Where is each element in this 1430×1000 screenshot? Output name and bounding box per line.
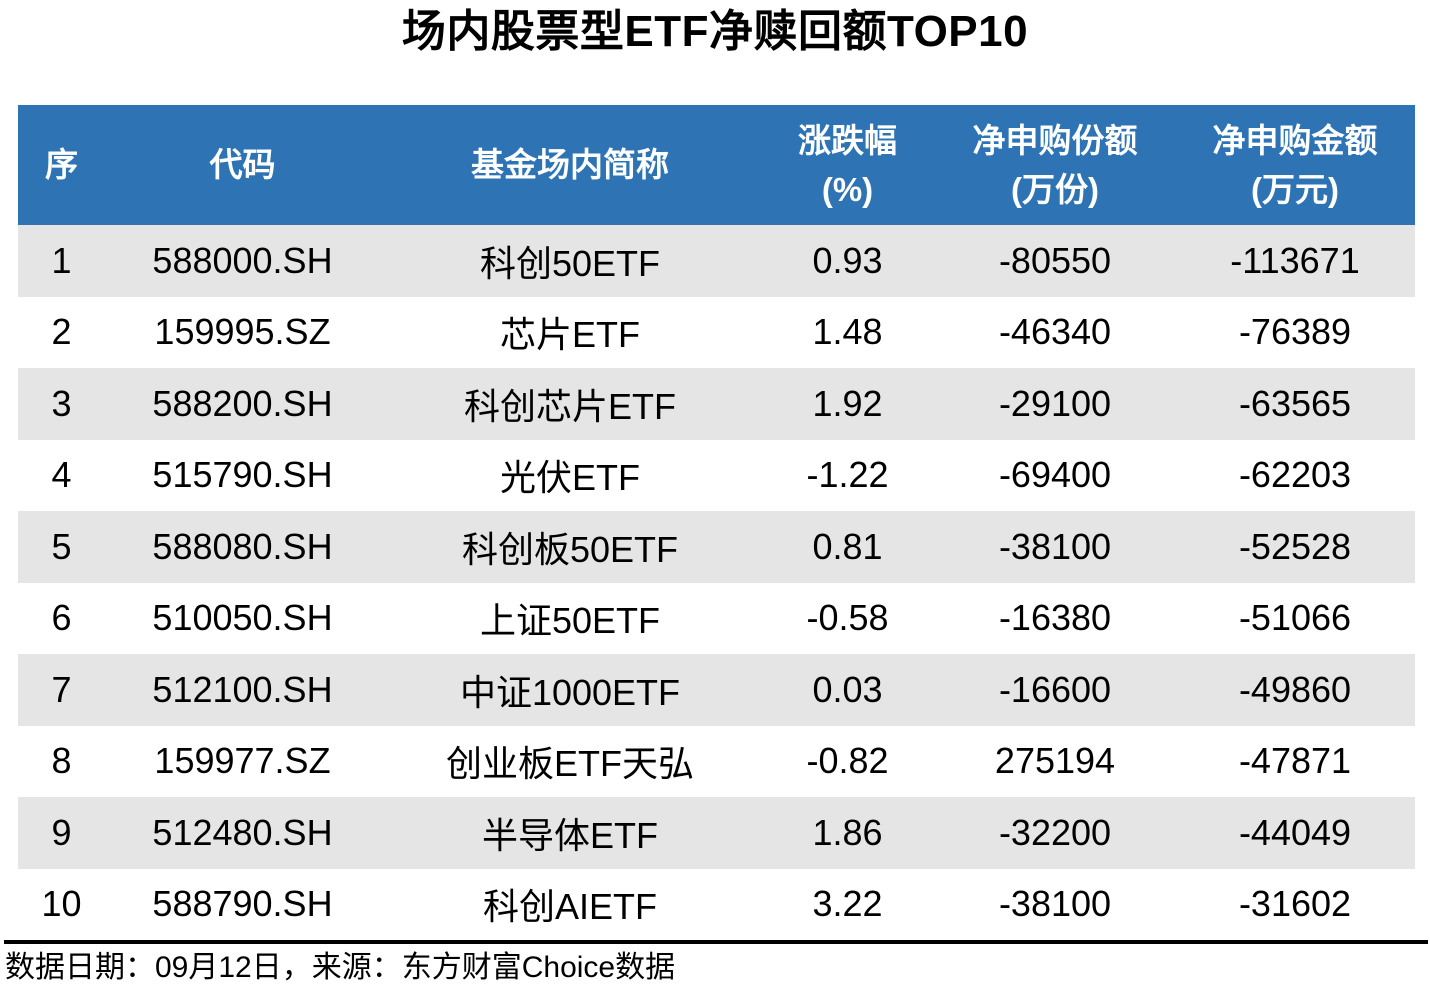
cell-rank: 1 xyxy=(18,225,105,297)
cell-net-subscription-shares: -69400 xyxy=(935,439,1175,511)
cell-rank: 10 xyxy=(18,868,105,940)
table-body: 1 588000.SH 科创50ETF 0.93 -80550 -113671 2 15999… xyxy=(18,225,1415,940)
cell-name: 光伏ETF xyxy=(380,439,760,511)
cell-name: 芯片ETF xyxy=(380,296,760,368)
cell-code: 510050.SH xyxy=(105,582,380,654)
cell-rank: 9 xyxy=(18,797,105,869)
cell-change-pct: 3.22 xyxy=(760,868,935,940)
header-cell-code: 代码 xyxy=(105,105,380,225)
table-row: 3 588200.SH 科创芯片ETF 1.92 -29100 -63565 xyxy=(18,368,1415,440)
cell-rank: 6 xyxy=(18,582,105,654)
cell-change-pct: -1.22 xyxy=(760,439,935,511)
cell-rank: 7 xyxy=(18,654,105,726)
header-cell-change-pct: 涨跌幅 (%) xyxy=(760,105,935,225)
cell-net-subscription-amount: -62203 xyxy=(1175,439,1415,511)
cell-name: 科创芯片ETF xyxy=(380,368,760,440)
cell-code: 588790.SH xyxy=(105,868,380,940)
cell-rank: 4 xyxy=(18,439,105,511)
cell-net-subscription-amount: -47871 xyxy=(1175,725,1415,797)
cell-code: 512480.SH xyxy=(105,797,380,869)
etf-net-redemption-table: 序 代码 基金场内简称 涨跌幅 (%) 净申购份额 (万份) 净申购金额 (万 xyxy=(18,105,1415,940)
cell-change-pct: 0.81 xyxy=(760,511,935,583)
cell-change-pct: 0.93 xyxy=(760,225,935,297)
page-title: 场内股票型ETF净赎回额TOP10 xyxy=(401,7,1029,56)
cell-net-subscription-shares: -32200 xyxy=(935,797,1175,869)
cell-net-subscription-shares: -16380 xyxy=(935,582,1175,654)
cell-net-subscription-shares: -38100 xyxy=(935,511,1175,583)
cell-change-pct: -0.58 xyxy=(760,582,935,654)
cell-code: 512100.SH xyxy=(105,654,380,726)
cell-rank: 8 xyxy=(18,725,105,797)
header-cell-net-subscription-amount: 净申购金额 (万元) xyxy=(1175,105,1415,225)
table-row: 9 512480.SH 半导体ETF 1.86 -32200 -44049 xyxy=(18,797,1415,869)
cell-change-pct: -0.82 xyxy=(760,725,935,797)
header-cell-name: 基金场内简称 xyxy=(380,105,760,225)
cell-net-subscription-amount: -63565 xyxy=(1175,368,1415,440)
cell-code: 588080.SH xyxy=(105,511,380,583)
cell-change-pct: 1.92 xyxy=(760,368,935,440)
header-cell-rank: 序 xyxy=(18,105,105,225)
table-row: 10 588790.SH 科创AIETF 3.22 -38100 -31602 xyxy=(18,868,1415,940)
cell-code: 159977.SZ xyxy=(105,725,380,797)
cell-name: 半导体ETF xyxy=(380,797,760,869)
cell-name: 科创AIETF xyxy=(380,868,760,940)
cell-name: 创业板ETF天弘 xyxy=(380,725,760,797)
cell-code: 588200.SH xyxy=(105,368,380,440)
table-row: 7 512100.SH 中证1000ETF 0.03 -16600 -49860 xyxy=(18,654,1415,726)
table-row: 1 588000.SH 科创50ETF 0.93 -80550 -113671 xyxy=(18,225,1415,297)
cell-net-subscription-amount: -76389 xyxy=(1175,296,1415,368)
table-row: 6 510050.SH 上证50ETF -0.58 -16380 -51066 xyxy=(18,582,1415,654)
cell-net-subscription-amount: -51066 xyxy=(1175,582,1415,654)
cell-net-subscription-shares: -46340 xyxy=(935,296,1175,368)
cell-change-pct: 0.03 xyxy=(760,654,935,726)
table-row: 2 159995.SZ 芯片ETF 1.48 -46340 -76389 xyxy=(18,296,1415,368)
table-row: 4 515790.SH 光伏ETF -1.22 -69400 -62203 xyxy=(18,439,1415,511)
cell-net-subscription-amount: -31602 xyxy=(1175,868,1415,940)
cell-rank: 2 xyxy=(18,296,105,368)
cell-change-pct: 1.86 xyxy=(760,797,935,869)
cell-net-subscription-amount: -44049 xyxy=(1175,797,1415,869)
data-source-note: 数据日期：09月12日，来源：东方财富Choice数据 xyxy=(5,951,676,984)
table-row: 8 159977.SZ 创业板ETF天弘 -0.82 275194 -47871 xyxy=(18,725,1415,797)
cell-rank: 3 xyxy=(18,368,105,440)
cell-name: 中证1000ETF xyxy=(380,654,760,726)
cell-change-pct: 1.48 xyxy=(760,296,935,368)
cell-net-subscription-shares: 275194 xyxy=(935,725,1175,797)
cell-net-subscription-shares: -16600 xyxy=(935,654,1175,726)
cell-net-subscription-shares: -38100 xyxy=(935,868,1175,940)
table-header-row: 序 代码 基金场内简称 涨跌幅 (%) 净申购份额 (万份) 净申购金额 (万 xyxy=(18,105,1415,225)
cell-net-subscription-shares: -80550 xyxy=(935,225,1175,297)
cell-net-subscription-amount: -113671 xyxy=(1175,225,1415,297)
cell-name: 科创板50ETF xyxy=(380,511,760,583)
table-row: 5 588080.SH 科创板50ETF 0.81 -38100 -52528 xyxy=(18,511,1415,583)
cell-code: 159995.SZ xyxy=(105,296,380,368)
cell-net-subscription-shares: -29100 xyxy=(935,368,1175,440)
cell-name: 上证50ETF xyxy=(380,582,760,654)
cell-code: 515790.SH xyxy=(105,439,380,511)
cell-code: 588000.SH xyxy=(105,225,380,297)
cell-net-subscription-amount: -49860 xyxy=(1175,654,1415,726)
cell-net-subscription-amount: -52528 xyxy=(1175,511,1415,583)
header-cell-net-subscription-shares: 净申购份额 (万份) xyxy=(935,105,1175,225)
cell-name: 科创50ETF xyxy=(380,225,760,297)
cell-rank: 5 xyxy=(18,511,105,583)
footer-divider-line xyxy=(4,940,1428,944)
